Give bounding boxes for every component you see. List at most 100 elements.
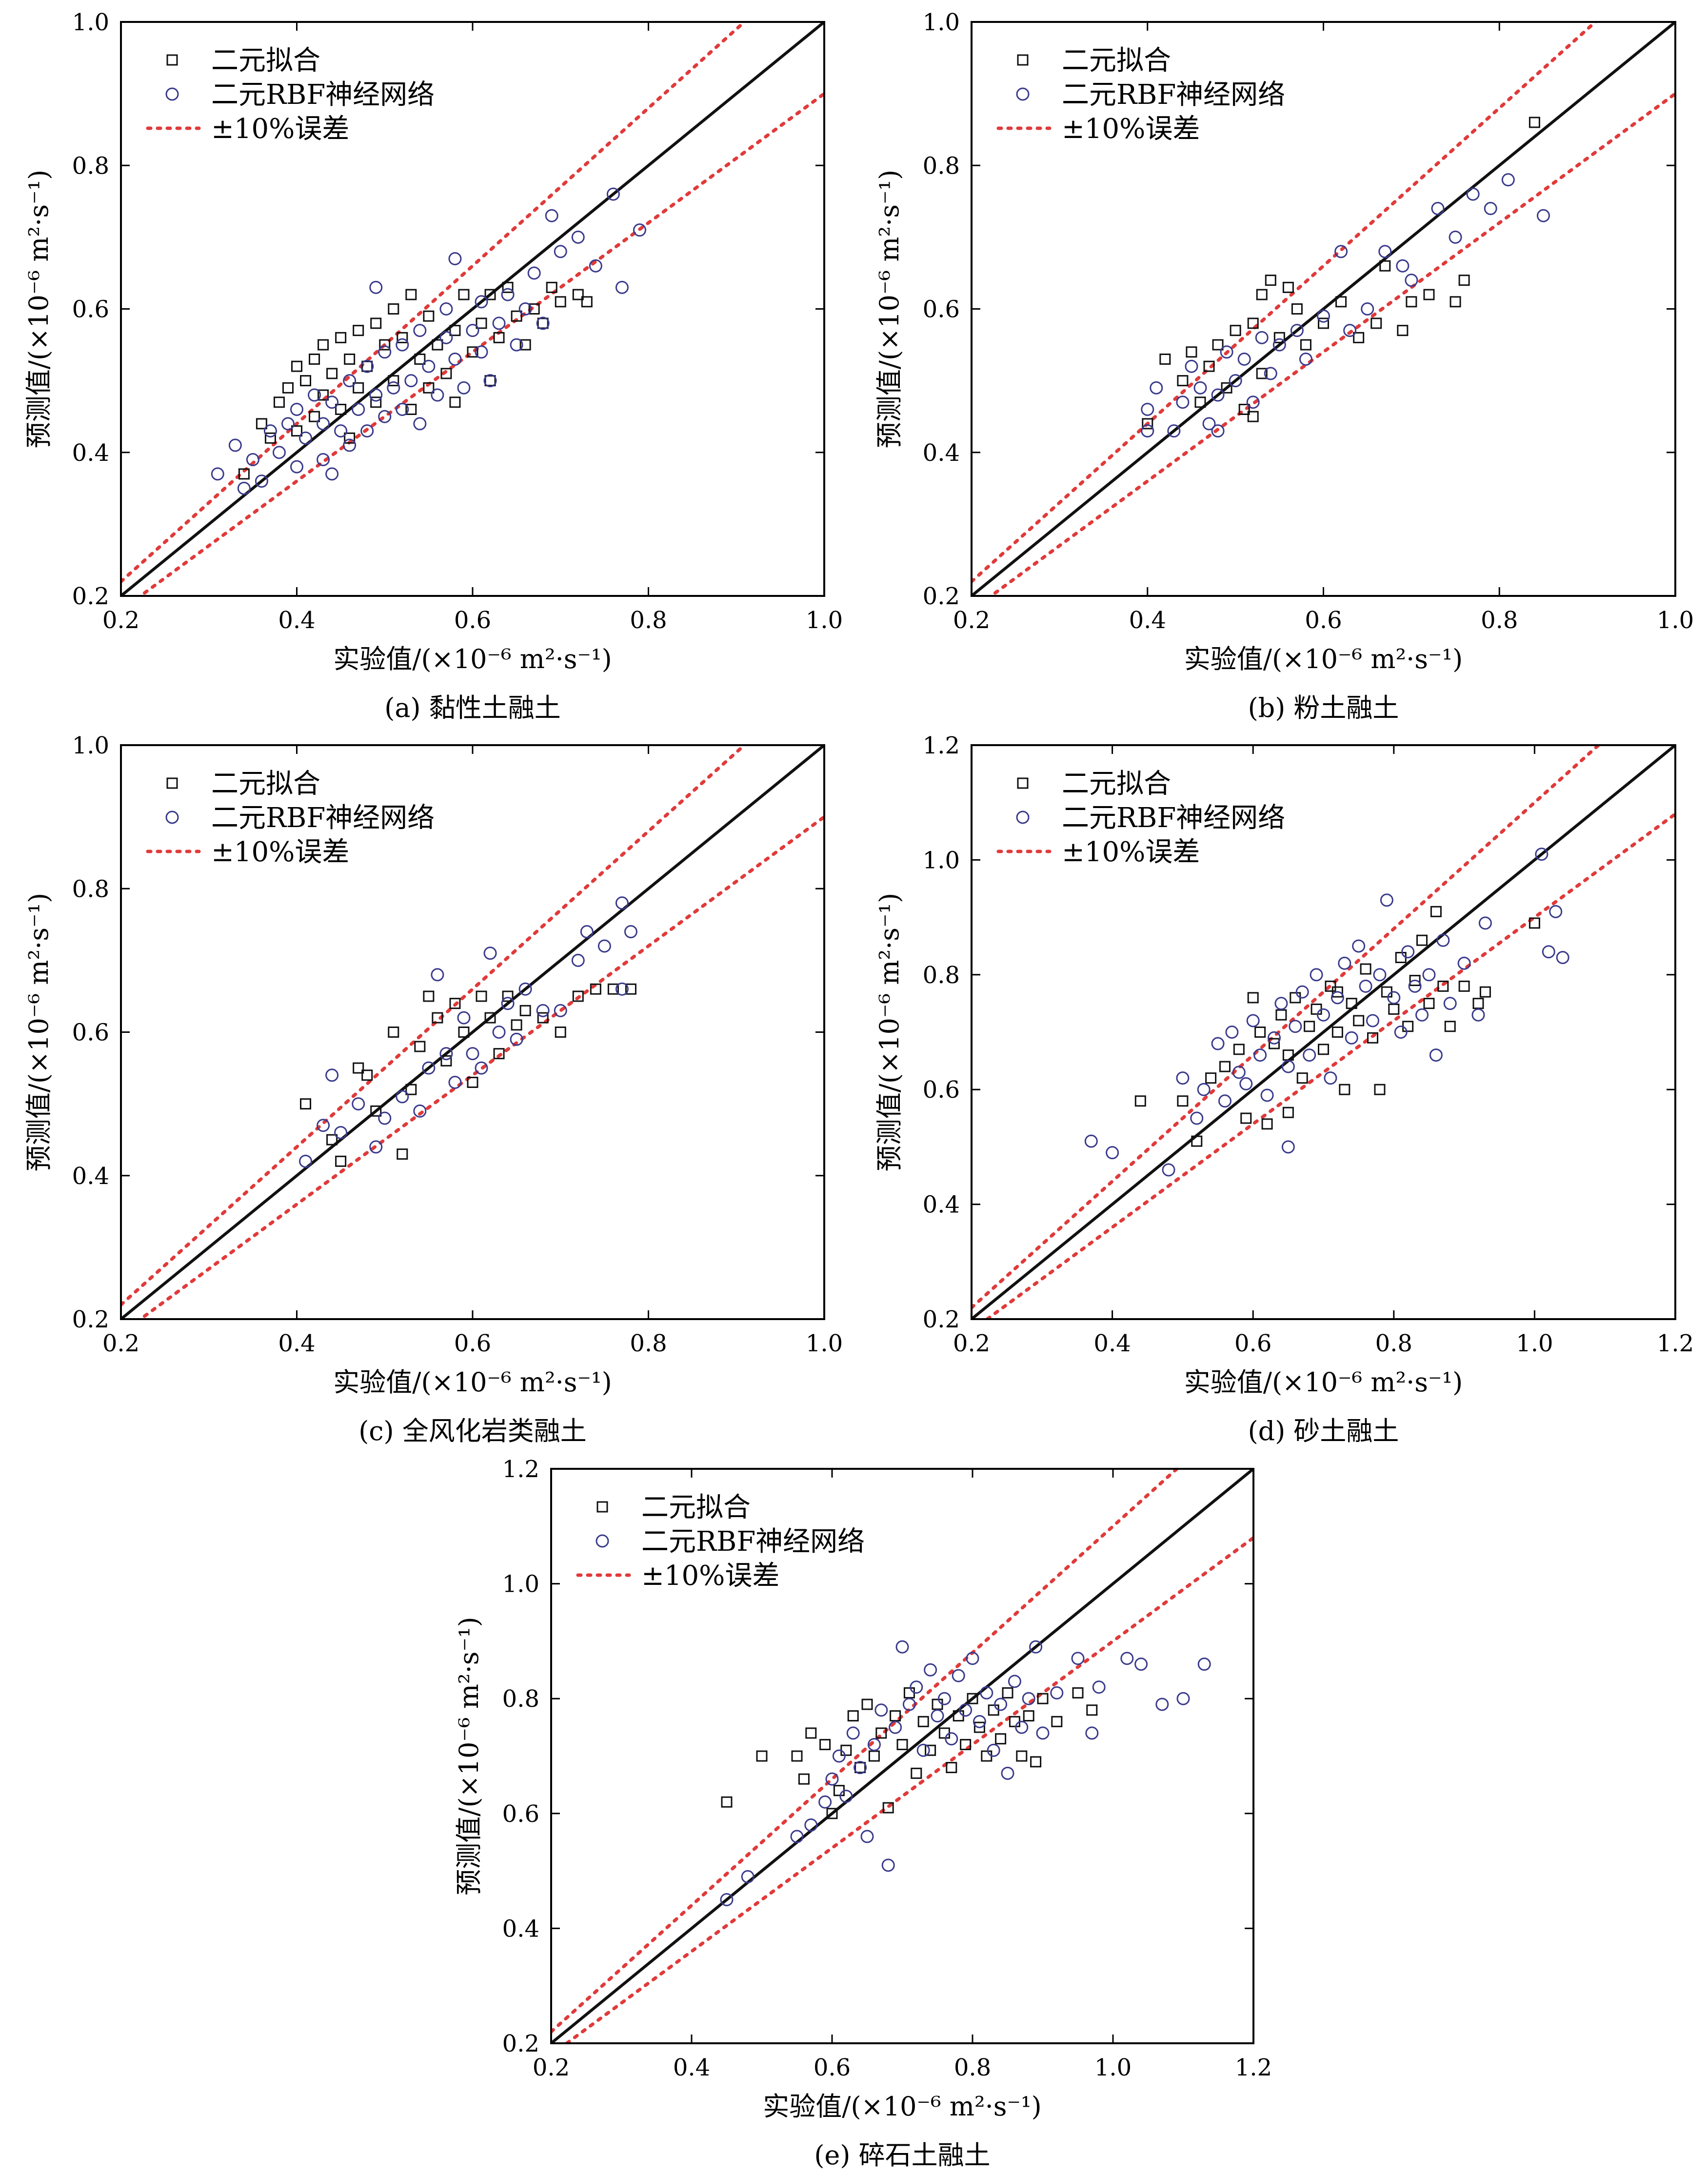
identity-line	[551, 1469, 1253, 2043]
fit-square-point	[519, 339, 531, 351]
rbf-circle-point	[902, 1698, 916, 1711]
fit-square-point	[581, 296, 593, 308]
fit-square-point	[555, 1027, 566, 1038]
x-tick-label: 1.0	[1094, 2054, 1132, 2081]
fit-square-point	[353, 382, 364, 394]
fit-square-point	[1051, 1716, 1063, 1727]
fit-square-point	[1402, 1021, 1414, 1032]
y-axis-title: 预测值/(×10⁻⁶ m²·s⁻¹)	[874, 893, 905, 1171]
error-band-lower-line	[988, 92, 1675, 596]
fit-square-point	[826, 1808, 838, 1819]
fit-square-point	[388, 1027, 399, 1038]
circle-marker-icon	[165, 810, 179, 824]
rbf-circle-point	[1211, 424, 1225, 438]
fit-square-point	[1212, 339, 1224, 351]
rbf-circle-point	[228, 438, 242, 452]
rbf-circle-point	[554, 1004, 567, 1017]
legend-label-fit: 二元拟合	[211, 45, 320, 77]
reference-lines	[551, 1469, 1253, 2043]
rbf-circle-point	[475, 345, 488, 359]
rbf-circle-point	[1471, 1008, 1485, 1022]
rbf-circle-point	[1408, 979, 1422, 993]
fit-square-point	[1016, 1750, 1028, 1762]
rbf-circle-point	[1246, 395, 1260, 409]
fit-square-point	[335, 332, 347, 343]
x-tick-label: 0.4	[1093, 1330, 1131, 1357]
fit-square-point	[1282, 1106, 1294, 1118]
rbf-circle-point	[1176, 1692, 1190, 1705]
y-tick-label: 0.4	[72, 439, 109, 467]
rbf-circle-point	[1317, 309, 1330, 323]
error-band-upper-line	[551, 1469, 1180, 2034]
rbf-circle-point	[352, 402, 365, 416]
identity-line	[121, 22, 824, 596]
x-tick-label: 0.2	[953, 1330, 990, 1357]
rbf-circle-point	[501, 997, 515, 1010]
error-band-upper-line	[972, 745, 1601, 1309]
panel-caption: (c) 全风化岩类融土	[358, 1416, 587, 1446]
x-tick-label: 0.4	[1129, 607, 1166, 634]
legend-label-fit: 二元拟合	[1062, 45, 1171, 77]
rbf-circle-point	[867, 1738, 881, 1751]
rbf-circle-point	[895, 1640, 909, 1654]
fit-square-point	[361, 360, 373, 372]
circle-marker-icon	[596, 1534, 609, 1548]
y-tick-label: 0.8	[72, 875, 109, 903]
fit-square-point	[1360, 963, 1371, 975]
rbf-circle-point	[290, 460, 303, 474]
fit-square-point	[1030, 1756, 1042, 1768]
fit-square-point	[1395, 951, 1407, 963]
fit-square-point	[537, 317, 549, 329]
rbf-circle-point	[994, 1698, 1008, 1711]
x-tick-label: 0.4	[278, 1330, 315, 1357]
y-tick-label: 0.2	[72, 583, 109, 610]
fit-square-point	[903, 1687, 915, 1699]
rbf-circle-point	[246, 453, 259, 466]
rbf-circle-point	[317, 453, 330, 466]
rbf-circle-point	[1029, 1640, 1043, 1654]
fit-square-point	[449, 325, 461, 336]
fit-square-point	[370, 396, 382, 408]
rbf-circle-point	[263, 424, 277, 438]
chart-panel-b: 0.2 0.4 0.6 0.8 1.0 0.2 0.4 0.6 0.8 1.0 实验值/(×10⁻⁶…	[874, 9, 1694, 723]
legend-label-rbf: 二元RBF神经网络	[641, 1526, 865, 1558]
x-tick-label: 0.6	[1234, 1330, 1271, 1357]
rbf-circle-point	[854, 1761, 867, 1775]
rbf-circle-point	[1150, 381, 1163, 395]
rbf-circle-point	[1387, 991, 1401, 1005]
fit-square-point	[1529, 917, 1540, 929]
fit-square-point	[960, 1738, 972, 1750]
rbf-circle-point	[1134, 1658, 1148, 1671]
fit-square-point	[1247, 992, 1259, 1004]
identity-line	[121, 745, 824, 1319]
rbf-circle-point	[1202, 417, 1216, 431]
panel-caption: (d) 砂土融土	[1248, 1416, 1399, 1446]
fit-square-point	[546, 281, 557, 293]
x-tick-label: 0.6	[814, 2054, 851, 2081]
rbf-circle-point	[518, 302, 532, 316]
rbf-circle-point	[1484, 202, 1497, 216]
rbf-circle-point	[959, 1703, 973, 1717]
fit-square-point	[467, 346, 478, 358]
y-tick-label: 0.4	[72, 1163, 109, 1190]
rbf-circle-point	[1260, 1088, 1274, 1102]
rbf-circle-point	[1536, 209, 1550, 222]
rbf-circle-point	[466, 1047, 479, 1061]
fit-square-point	[1086, 1704, 1098, 1716]
fit-square-point	[326, 368, 338, 379]
legend-label-rbf: 二元RBF神经网络	[1062, 79, 1285, 111]
y-tick-label: 0.4	[923, 439, 960, 467]
fit-square-point	[493, 332, 505, 343]
rbf-circle-point	[1141, 424, 1154, 438]
rbf-circle-point	[448, 352, 462, 366]
rbf-circle-point	[615, 896, 629, 910]
data-points	[1141, 117, 1550, 438]
rbf-circle-point	[571, 230, 585, 244]
fit-square-point	[388, 303, 399, 315]
fit-square-point	[819, 1738, 831, 1750]
fit-square-point	[397, 332, 408, 343]
fit-square-point	[847, 1710, 859, 1722]
rbf-circle-point	[987, 1743, 1000, 1757]
fit-square-point	[467, 1076, 478, 1088]
fit-square-point	[1291, 303, 1303, 315]
